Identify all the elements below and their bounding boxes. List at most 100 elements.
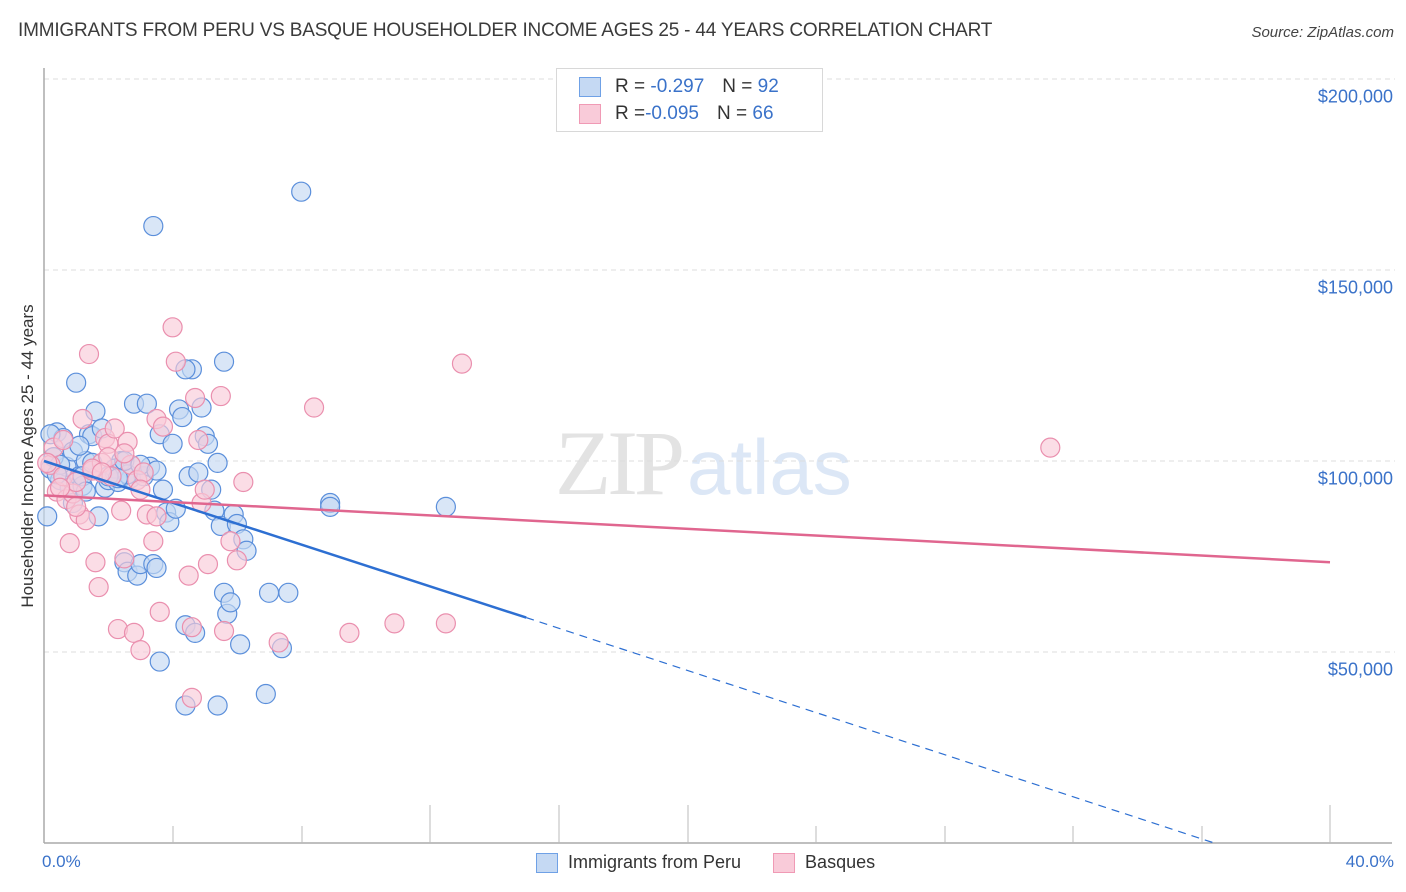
legend-n-label: N = — [722, 76, 753, 97]
data-point — [181, 617, 202, 638]
y-tick-150k: $150,000 — [1317, 277, 1393, 298]
data-point — [197, 554, 219, 575]
watermark: ZIPatlas — [555, 410, 852, 516]
data-point — [230, 634, 251, 655]
data-point — [66, 496, 87, 517]
data-point — [255, 683, 276, 705]
data-point — [59, 533, 80, 554]
data-point — [268, 632, 289, 653]
data-point — [146, 557, 167, 579]
legend-n-value: 92 — [757, 76, 779, 97]
data-point — [149, 651, 170, 672]
axes — [43, 68, 1392, 844]
data-point — [143, 531, 164, 552]
data-point — [435, 496, 456, 517]
data-point — [152, 416, 174, 437]
data-point — [114, 548, 135, 569]
data-point — [162, 317, 183, 338]
data-point — [123, 622, 145, 644]
y-axis-label: Householder Income Ages 25 - 44 years — [18, 304, 37, 608]
data-point — [133, 462, 154, 483]
x-tick-max: 40.0% — [1345, 852, 1394, 871]
legend-item-basques[interactable]: Basques — [773, 852, 875, 873]
data-point — [136, 393, 157, 414]
data-point — [85, 552, 106, 573]
trend-lines — [43, 459, 1331, 844]
basques-swatch-icon — [579, 104, 601, 124]
data-point — [53, 429, 74, 451]
series-legend: Immigrants from Peru Basques — [536, 852, 907, 873]
x-tick-min: 0.0% — [42, 852, 81, 871]
data-point — [188, 429, 209, 451]
trend-line-peru-extension — [526, 617, 1215, 844]
data-point — [111, 500, 132, 521]
legend-item-peru[interactable]: Immigrants from Peru — [536, 852, 741, 873]
y-tick-200k: $200,000 — [1317, 86, 1393, 107]
data-point — [258, 582, 280, 603]
gridlines — [44, 78, 1395, 653]
data-point — [88, 576, 109, 598]
data-point — [207, 695, 228, 716]
data-point — [181, 687, 202, 708]
stats-legend: R = -0.297 N = 92 R = -0.095 N = 66 — [556, 68, 823, 132]
data-point — [72, 408, 93, 430]
data-point — [194, 479, 215, 500]
trend-line-basques — [43, 494, 1331, 564]
data-point — [172, 406, 193, 428]
legend-r-value: -0.095 — [645, 103, 699, 124]
watermark-zip: ZIP — [555, 412, 685, 514]
data-point — [320, 496, 341, 517]
data-point — [213, 351, 235, 372]
data-point — [451, 353, 473, 374]
data-point — [188, 462, 209, 483]
data-point — [339, 622, 360, 644]
legend-row-basques: R = -0.095 N = 66 — [579, 102, 774, 126]
data-point — [114, 443, 135, 464]
data-point — [149, 601, 170, 622]
data-point — [185, 387, 206, 409]
legend-label-basques: Basques — [805, 852, 876, 872]
legend-n-value: 66 — [752, 103, 774, 124]
data-point — [1040, 437, 1061, 458]
basques-swatch-icon — [773, 852, 796, 873]
data-point — [303, 397, 325, 418]
data-point — [78, 343, 100, 365]
legend-r-label: R = — [615, 76, 646, 97]
data-point — [220, 531, 241, 552]
data-point — [165, 351, 186, 372]
data-point — [220, 592, 241, 613]
legend-label-peru: Immigrants from Peru — [568, 852, 742, 872]
chart-title: IMMIGRANTS FROM PERU VS BASQUE HOUSEHOLD… — [18, 20, 993, 41]
legend-row-peru: R = -0.297 N = 92 — [579, 75, 779, 99]
data-point — [291, 181, 312, 202]
data-point — [37, 506, 58, 527]
data-point — [435, 613, 456, 634]
peru-swatch-icon — [536, 852, 558, 873]
legend-r-value: -0.297 — [650, 76, 705, 97]
data-point — [210, 385, 231, 407]
trend-line-peru — [43, 459, 527, 619]
data-point — [213, 620, 235, 642]
data-point — [49, 477, 71, 498]
data-point — [384, 613, 405, 634]
peru-swatch-icon — [579, 77, 601, 97]
legend-r-label: R = — [615, 103, 646, 124]
y-tick-50k: $50,000 — [1327, 659, 1393, 680]
data-point — [165, 498, 186, 519]
data-point — [278, 582, 299, 603]
watermark-atlas: atlas — [687, 423, 852, 511]
data-point — [207, 452, 228, 474]
data-point — [233, 471, 254, 493]
data-point — [130, 639, 151, 661]
data-point — [162, 433, 183, 454]
series-basques-points — [37, 317, 1061, 708]
data-point — [146, 506, 167, 527]
legend-n-label: N = — [716, 103, 748, 124]
data-point — [178, 565, 199, 586]
data-point — [66, 372, 87, 393]
data-point — [143, 215, 164, 237]
source-label: Source: ZipAtlas.com — [1251, 24, 1394, 41]
y-tick-100k: $100,000 — [1317, 468, 1393, 489]
data-point — [104, 418, 125, 439]
